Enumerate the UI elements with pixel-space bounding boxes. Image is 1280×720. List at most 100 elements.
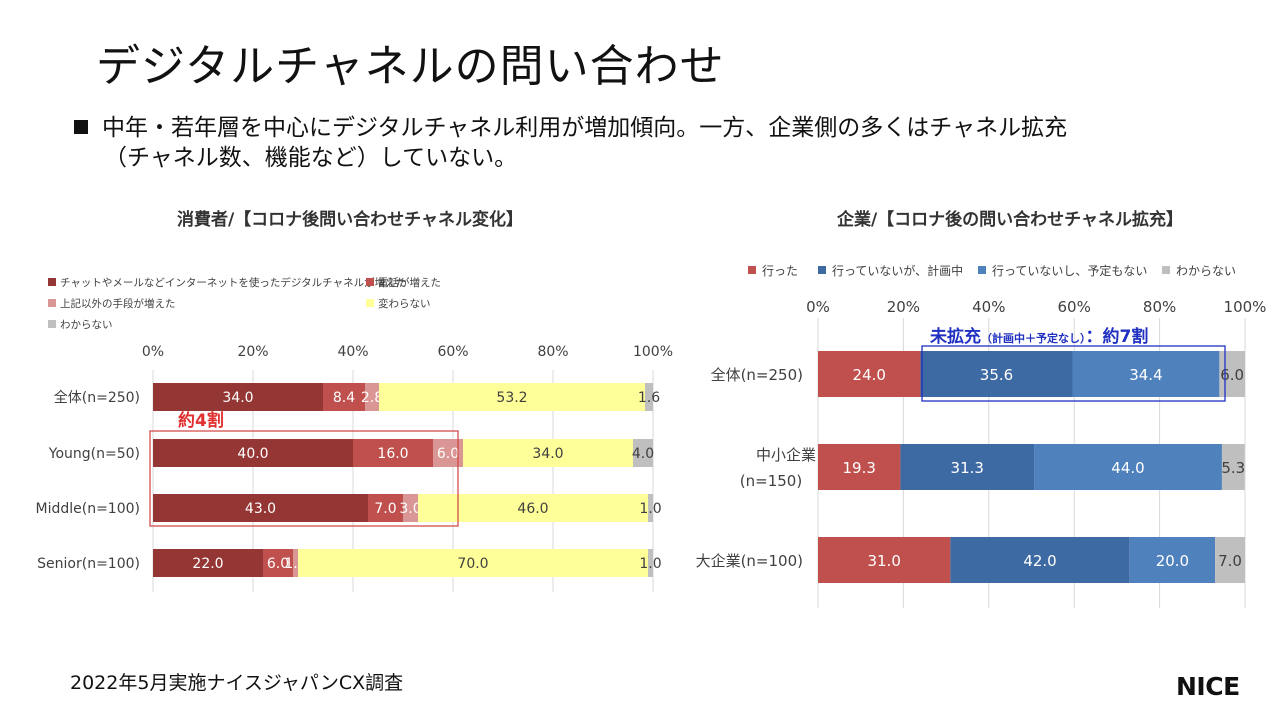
legend-swatch <box>48 278 56 286</box>
category-label: Young(n=50) <box>48 446 140 462</box>
consumer-chart-title: 消費者/【コロナ後問い合わせチャネル変化】 <box>176 210 524 230</box>
data-label: 22.0 <box>192 556 223 572</box>
data-label: 4.0 <box>632 446 654 462</box>
bar-segment <box>463 439 633 467</box>
x-tick-label: 100% <box>633 344 673 360</box>
data-label: 6.0 <box>1220 366 1244 384</box>
legend-label: 上記以外の手段が増えた <box>60 297 176 310</box>
bullet-text-line2: （チャネル数、機能など）していない。 <box>104 145 518 171</box>
bar-segment <box>403 494 418 522</box>
category-label: 全体(n=250) <box>711 366 803 384</box>
legend-label: 電話が増えた <box>378 276 441 289</box>
bar-segment <box>293 549 298 577</box>
bar-segment <box>920 351 1073 397</box>
data-label: 34.4 <box>1129 366 1162 384</box>
x-tick-label: 0% <box>142 344 164 360</box>
bar-segment <box>368 494 403 522</box>
data-label: 70.0 <box>457 556 488 572</box>
legend-label: 行っていないし、予定もない <box>992 263 1147 278</box>
x-tick-label: 20% <box>237 344 268 360</box>
bar-segment <box>263 549 293 577</box>
category-label: (n=150) <box>740 472 802 490</box>
data-label: 53.2 <box>496 390 527 406</box>
data-label: 3.0 <box>399 501 421 517</box>
x-tick-label: 20% <box>887 298 920 316</box>
annotation-label: 未拡充（計画中＋予定なし）：約7割 <box>929 326 1148 347</box>
data-label: 7.0 <box>1218 552 1242 570</box>
slide-title: デジタルチャネルの問い合わせ <box>96 41 725 92</box>
bar-segment <box>379 383 645 411</box>
highlight-box <box>921 345 1226 402</box>
legend-label: 変わらない <box>378 297 431 310</box>
legend-swatch <box>48 299 56 307</box>
data-label: 43.0 <box>245 501 276 517</box>
data-label: 44.0 <box>1111 459 1144 477</box>
bar-segment <box>950 537 1130 583</box>
x-tick-label: 60% <box>437 344 468 360</box>
bar-segment <box>365 383 379 411</box>
category-label: 中小企業 <box>756 446 816 464</box>
x-tick-label: 80% <box>537 344 568 360</box>
bullet-point: 中年・若年層を中心にデジタルチャネル利用が増加傾向。一方、企業側の多くはチャネル… <box>74 112 1067 144</box>
company-chart-title: 企業/【コロナ後の問い合わせチャネル拡充】 <box>836 210 1184 230</box>
x-tick-label: 40% <box>972 298 1005 316</box>
bar-segment <box>645 383 653 411</box>
legend-label: わからない <box>1176 264 1236 278</box>
bullet-text-line1: 中年・若年層を中心にデジタルチャネル利用が増加傾向。一方、企業側の多くはチャネル… <box>102 115 1068 141</box>
data-label: 31.3 <box>951 459 984 477</box>
bar-segment <box>900 444 1035 490</box>
bar-segment <box>633 439 653 467</box>
data-label: 6.0 <box>437 446 459 462</box>
data-label: 6.0 <box>267 556 289 572</box>
highlight-box <box>149 430 459 527</box>
bar-segment <box>1034 444 1222 490</box>
category-label: 全体(n=250) <box>54 389 140 406</box>
bullet-square-icon <box>74 120 88 134</box>
legend-swatch <box>818 266 826 274</box>
legend-swatch <box>366 278 374 286</box>
data-label: 5.3 <box>1221 459 1245 477</box>
bar-segment <box>353 439 433 467</box>
data-label: 34.0 <box>532 446 563 462</box>
survey-footnote: 2022年5月実施ナイスジャパンCX調査 <box>70 672 404 694</box>
category-label: Senior(n=100) <box>37 556 140 572</box>
bar-segment <box>1129 537 1216 583</box>
annotation-label: 約4割 <box>178 410 224 431</box>
bar-segment <box>818 444 901 490</box>
bar-segment <box>1072 351 1220 397</box>
bar-segment <box>818 537 951 583</box>
bar-segment <box>818 351 921 397</box>
legend-label: 行った <box>762 264 798 278</box>
data-label: 7.0 <box>374 501 396 517</box>
bar-segment <box>648 494 653 522</box>
legend-label: チャットやメールなどインターネットを使ったデジタルチャネルが増えた <box>60 276 406 289</box>
x-tick-label: 40% <box>337 344 368 360</box>
bar-segment <box>648 549 653 577</box>
x-tick-label: 0% <box>806 298 830 316</box>
x-tick-label: 100% <box>1224 298 1267 316</box>
legend-swatch <box>978 266 986 274</box>
data-label: 20.0 <box>1156 552 1189 570</box>
bar-segment <box>1221 444 1245 490</box>
bar-segment <box>153 439 353 467</box>
bar-segment <box>323 383 365 411</box>
data-label: 8.4 <box>333 390 355 406</box>
data-label: 19.3 <box>843 459 876 477</box>
legend-swatch <box>1162 266 1170 274</box>
legend-swatch <box>748 266 756 274</box>
bar-segment <box>153 383 323 411</box>
data-label: 31.0 <box>867 552 900 570</box>
bar-segment <box>298 549 648 577</box>
nice-logo: NICE <box>1176 672 1240 701</box>
data-label: 40.0 <box>237 446 268 462</box>
bar-segment <box>153 494 368 522</box>
category-label: 大企業(n=100) <box>696 552 803 570</box>
legend-label: 行っていないが、計画中 <box>832 263 963 278</box>
legend-swatch <box>366 299 374 307</box>
data-label: 35.6 <box>980 366 1013 384</box>
data-label: 16.0 <box>377 446 408 462</box>
data-label: 2.8 <box>361 390 383 406</box>
data-label: 46.0 <box>517 501 548 517</box>
x-tick-label: 60% <box>1058 298 1091 316</box>
